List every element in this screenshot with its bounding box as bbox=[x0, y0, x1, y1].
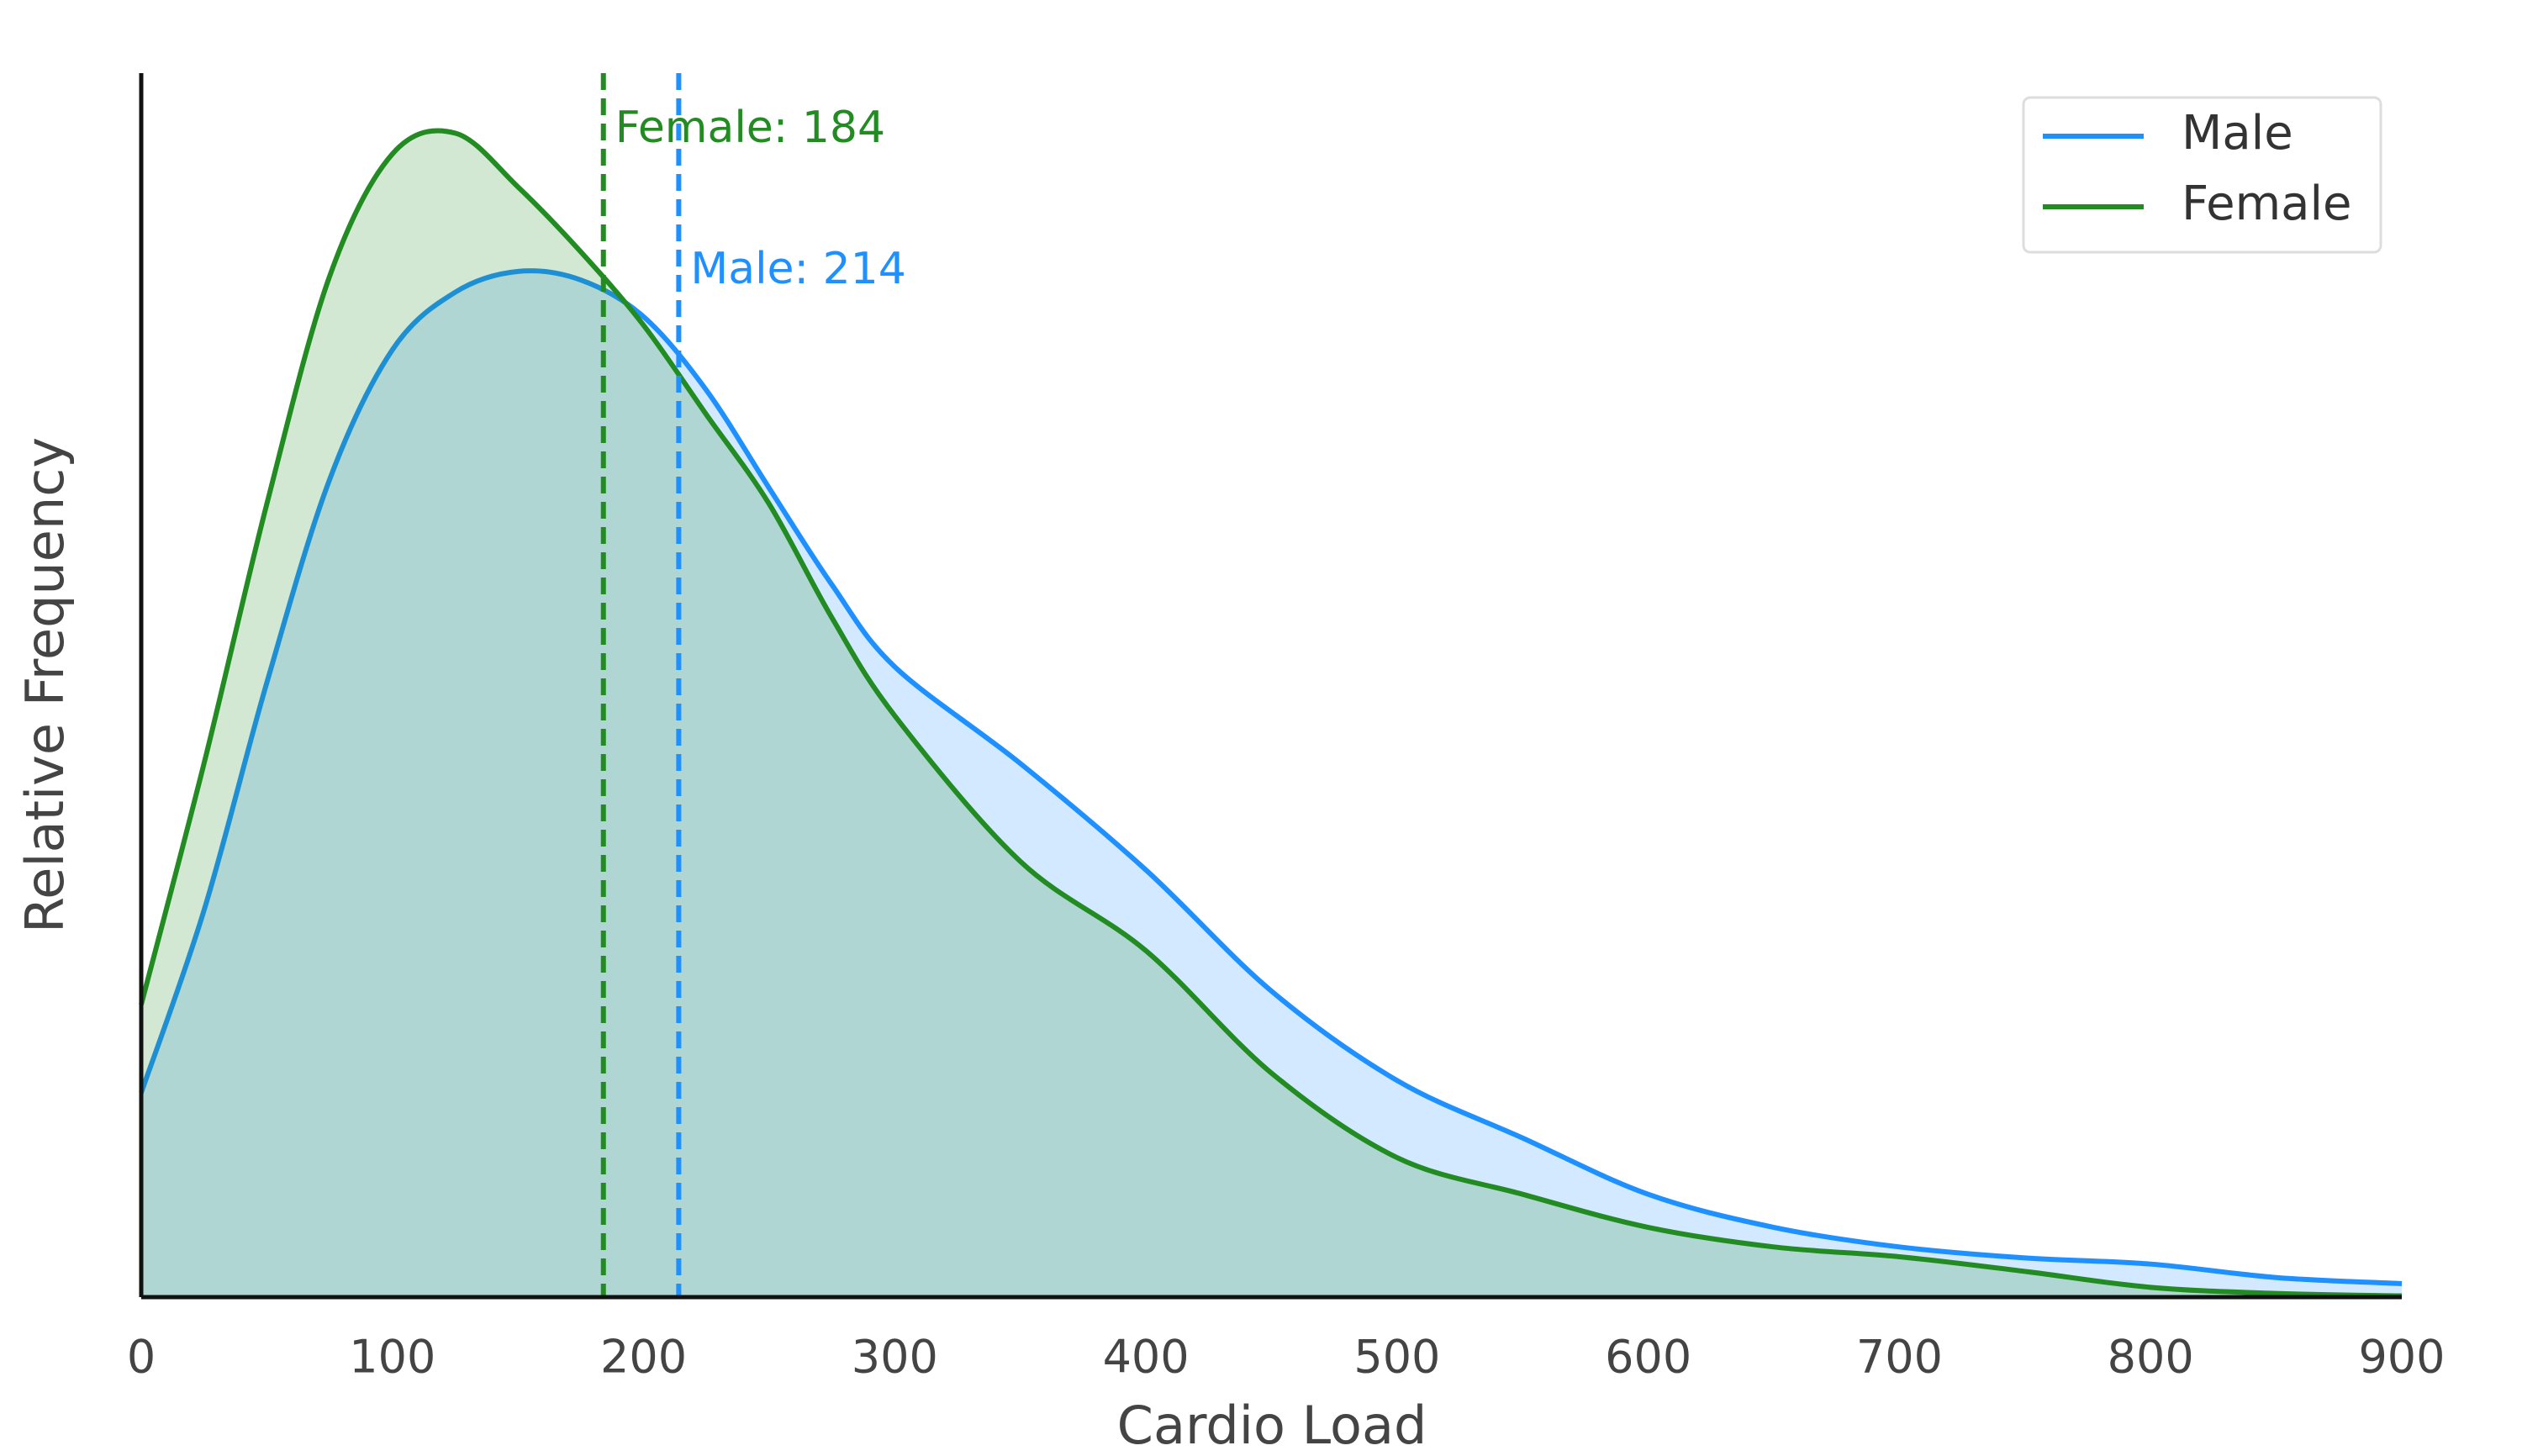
density-line bbox=[139, 128, 2403, 1299]
mean-label: Male: 214 bbox=[690, 244, 905, 294]
density-area bbox=[141, 271, 2402, 1297]
x-tick-label: 500 bbox=[1353, 1331, 1440, 1384]
x-tick-label: 800 bbox=[2108, 1331, 2194, 1384]
density-area bbox=[141, 130, 2402, 1297]
x-tick-label: 600 bbox=[1605, 1331, 1691, 1384]
legend: Male Female bbox=[2022, 96, 2382, 254]
legend-label: Male bbox=[2182, 106, 2293, 161]
legend-label: Female bbox=[2182, 177, 2351, 231]
x-tick-label: 400 bbox=[1103, 1331, 1190, 1384]
x-axis-label: Cardio Load bbox=[1117, 1395, 1427, 1456]
x-tick-label: 900 bbox=[2358, 1331, 2445, 1384]
density-line bbox=[139, 268, 2403, 1286]
x-tick-label: 300 bbox=[852, 1331, 938, 1384]
y-axis-label: Relative Frequency bbox=[14, 437, 76, 933]
x-tick-label: 700 bbox=[1856, 1331, 1943, 1384]
mean-label: Female: 184 bbox=[615, 103, 885, 153]
x-tick-label: 0 bbox=[127, 1331, 156, 1384]
x-tick-label: 200 bbox=[600, 1331, 687, 1384]
x-tick-label: 100 bbox=[349, 1331, 435, 1384]
